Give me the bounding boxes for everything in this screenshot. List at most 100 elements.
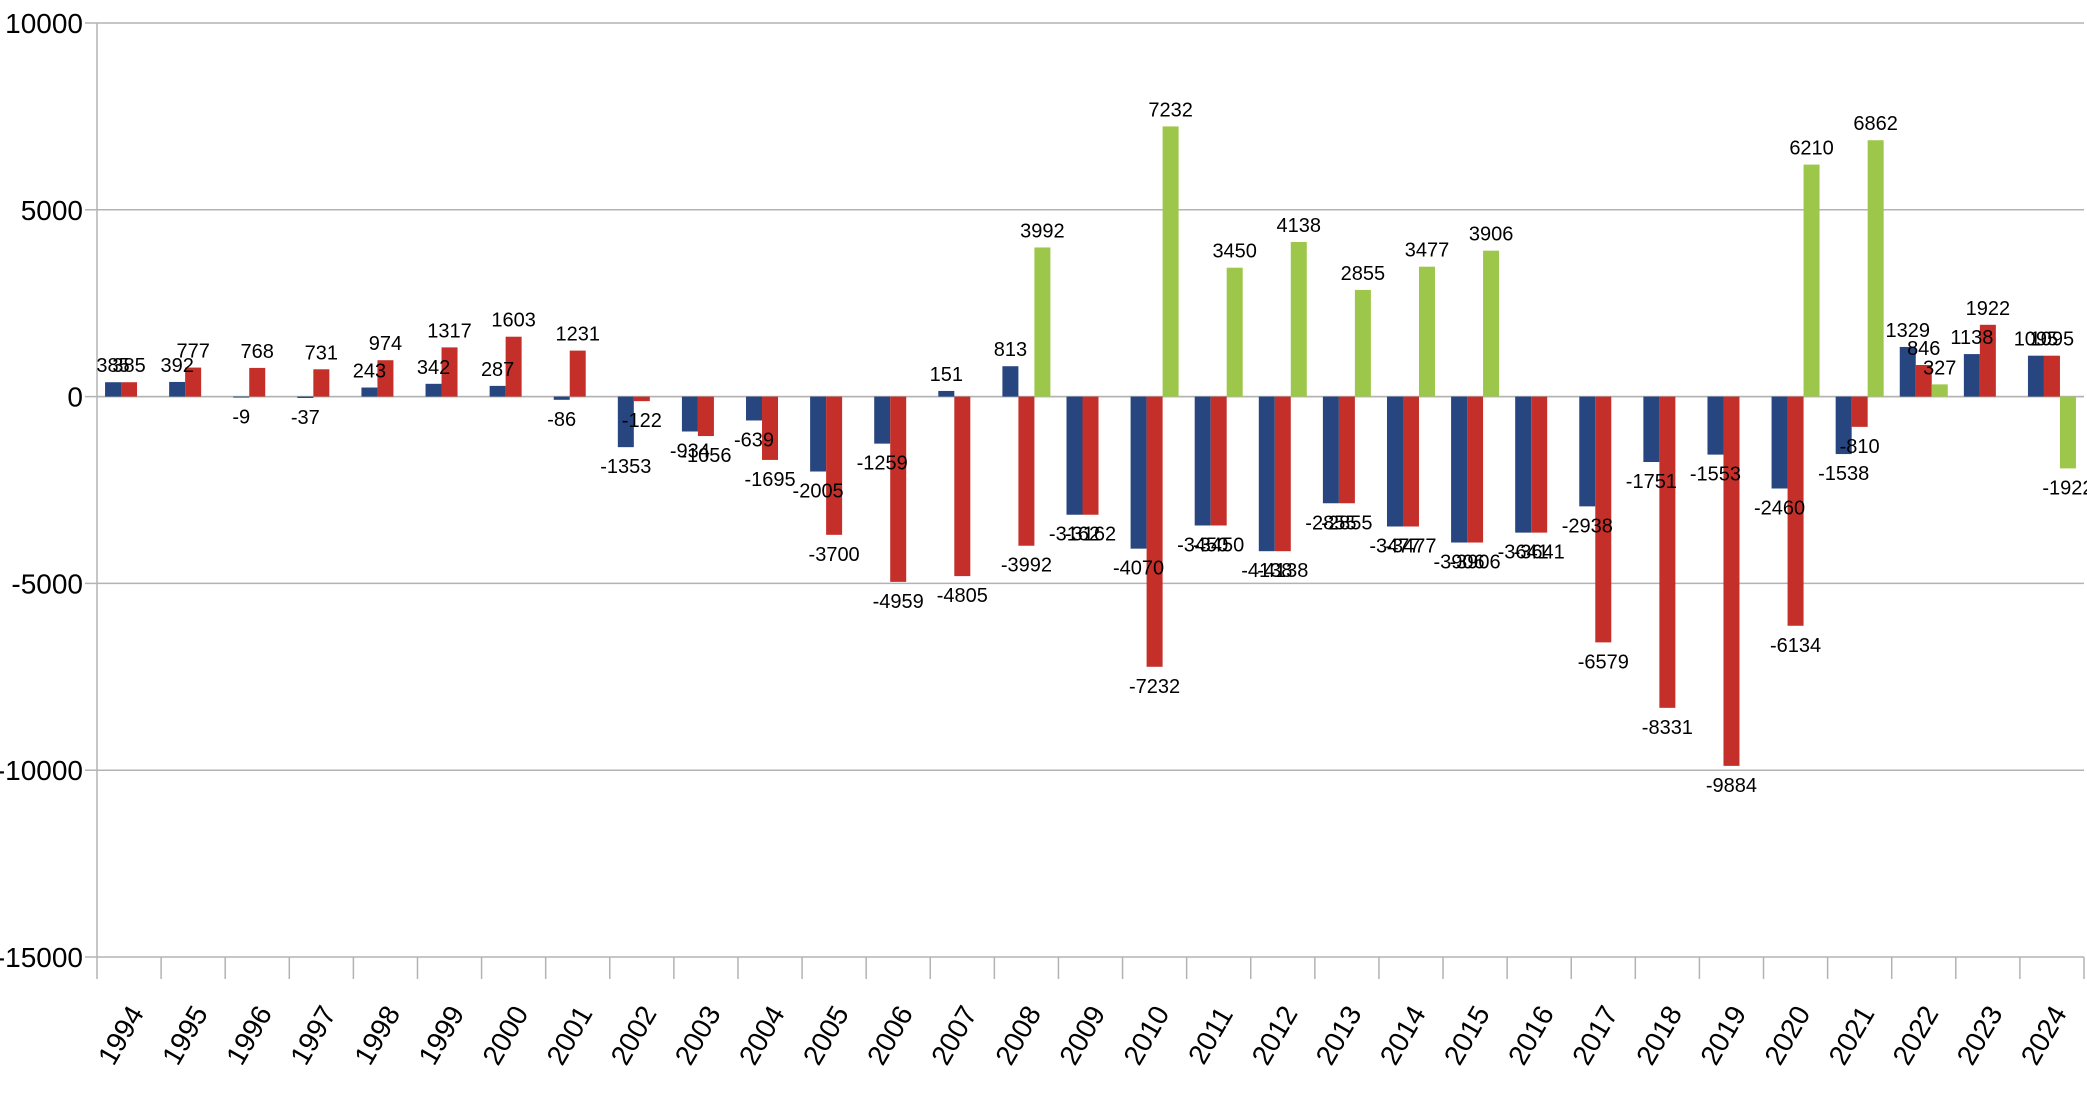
bar-series2-1998: [377, 360, 394, 397]
x-tick-label: 1999: [412, 1001, 470, 1070]
x-tick-label: 2007: [925, 1001, 983, 1070]
data-label-series2-2002: -122: [622, 410, 662, 432]
x-tick-label: 2002: [605, 1001, 663, 1070]
data-label-series1-1998: 243: [353, 361, 386, 383]
bar-series2-2010: [1146, 396, 1163, 667]
bar-series1-2007: [938, 390, 955, 397]
bar-series1-2014: [1386, 396, 1403, 527]
data-label-series3-2024: -1922: [2042, 477, 2087, 499]
data-label-series2-2018: -8331: [1642, 717, 1693, 739]
data-label-series1-2011: -3450: [1177, 534, 1228, 556]
data-label-series3-2013: 2855: [1341, 263, 1386, 285]
data-label-series1-2020: -2460: [1754, 498, 1805, 520]
x-tick-label: 2014: [1374, 1001, 1432, 1070]
data-label-series1-2017: -2938: [1562, 515, 1613, 537]
data-label-series2-1999: 1317: [427, 320, 472, 342]
data-label-series2-2021: -810: [1840, 436, 1880, 458]
x-tick-label: 2010: [1117, 1001, 1175, 1070]
data-label-series1-1996: -9: [232, 407, 250, 429]
bar-series1-1996: [233, 396, 250, 398]
x-tick-label: 2016: [1502, 1001, 1560, 1070]
data-label-series2-2009: -3162: [1065, 524, 1116, 546]
data-label-series1-1999: 342: [417, 357, 450, 379]
bar-series1-2018: [1643, 396, 1660, 463]
data-label-series1-2010: -4070: [1113, 558, 1164, 580]
x-tick-label: 2001: [541, 1001, 599, 1070]
bar-series2-2017: [1595, 396, 1612, 643]
bar-series1-1999: [425, 383, 442, 397]
data-label-series2-2006: -4959: [873, 591, 924, 613]
x-tick-label: 1998: [348, 1001, 406, 1070]
x-tick-label: 2009: [1053, 1001, 1111, 1070]
data-label-series1-2019: -1553: [1690, 464, 1741, 486]
x-tick-label: 2020: [1758, 1001, 1816, 1070]
data-label-series1-2000: 287: [481, 359, 514, 381]
bar-series2-1996: [249, 367, 266, 397]
data-label-series2-2007: -4805: [937, 585, 988, 607]
data-label-series2-2000: 1603: [491, 310, 536, 332]
bar-series2-2018: [1659, 396, 1676, 708]
data-label-series1-2007: 151: [930, 364, 963, 386]
x-tick-label: 2018: [1630, 1001, 1688, 1070]
data-label-series2-2001: 1231: [555, 324, 600, 346]
data-label-series3-2014: 3477: [1405, 240, 1450, 262]
data-label-series1-2024: 1095: [2014, 329, 2059, 351]
bar-series2-2008: [1018, 396, 1035, 546]
bar-series2-2023: [1979, 324, 1996, 397]
bar-series2-1997: [313, 369, 330, 397]
data-label-series3-2011: 3450: [1212, 241, 1257, 263]
y-tick-label: 0: [67, 382, 83, 413]
bar-series1-2020: [1771, 396, 1788, 489]
bar-series1-2006: [874, 396, 891, 444]
x-tick-label: 2013: [1310, 1001, 1368, 1070]
y-tick-label: 10000: [5, 8, 83, 39]
data-label-series1-2022: 1329: [1886, 320, 1931, 342]
data-label-series1-2003: -934: [670, 440, 710, 462]
data-label-series1-2001: -86: [547, 409, 576, 431]
bar-series1-2008: [1002, 366, 1019, 397]
bar-series3-2014: [1418, 266, 1435, 397]
bar-series2-2007: [954, 396, 971, 577]
data-label-series1-2004: -639: [734, 429, 774, 451]
x-tick-label: 2011: [1182, 1001, 1239, 1069]
bar-series1-2013: [1322, 396, 1339, 504]
bar-series3-2012: [1290, 242, 1307, 397]
bar-series1-2005: [810, 396, 827, 472]
data-label-series3-2012: 4138: [1277, 215, 1322, 237]
data-label-series2-2024: 1095: [2030, 329, 2075, 351]
data-label-series2-2004: -1695: [744, 469, 795, 491]
data-label-series1-2016: -3641: [1498, 542, 1549, 564]
data-label-series1-2012: -4138: [1241, 560, 1292, 582]
bar-series1-2021: [1835, 396, 1852, 455]
data-label-series2-2013: -2855: [1321, 512, 1372, 534]
bar-series2-2000: [505, 336, 522, 397]
data-label-series2-1995: 777: [176, 341, 209, 363]
data-label-series2-2003: -1056: [680, 445, 731, 467]
data-label-series1-2014: -3477: [1369, 536, 1420, 558]
bar-series2-2009: [1082, 396, 1099, 515]
y-tick-label: 5000: [21, 195, 83, 226]
x-tick-label: 2006: [861, 1001, 919, 1070]
bar-series3-2021: [1867, 140, 1884, 397]
bar-series1-2009: [1066, 396, 1083, 515]
x-tick-label: 1997: [284, 1001, 342, 1070]
bar-series1-2017: [1579, 396, 1596, 507]
bar-series2-1999: [441, 347, 458, 397]
bar-series2-2013: [1338, 396, 1355, 504]
bar-series2-2002: [633, 396, 650, 402]
x-tick-label: 2012: [1246, 1001, 1304, 1070]
data-label-series2-2016: -3641: [1514, 542, 1565, 564]
data-label-series1-2005: -2005: [793, 481, 844, 503]
bar-series3-2011: [1226, 267, 1243, 397]
data-label-series3-2021: 6862: [1853, 113, 1898, 135]
bar-series1-2015: [1451, 396, 1468, 543]
bar-series1-2010: [1130, 396, 1147, 549]
bar-series2-2015: [1467, 396, 1484, 543]
data-label-series1-2018: -1751: [1626, 471, 1677, 493]
bar-series1-2002: [617, 396, 634, 448]
data-label-series1-1995: 392: [160, 355, 193, 377]
data-label-series2-2005: -3700: [809, 544, 860, 566]
data-label-series2-2008: -3992: [1001, 555, 1052, 577]
